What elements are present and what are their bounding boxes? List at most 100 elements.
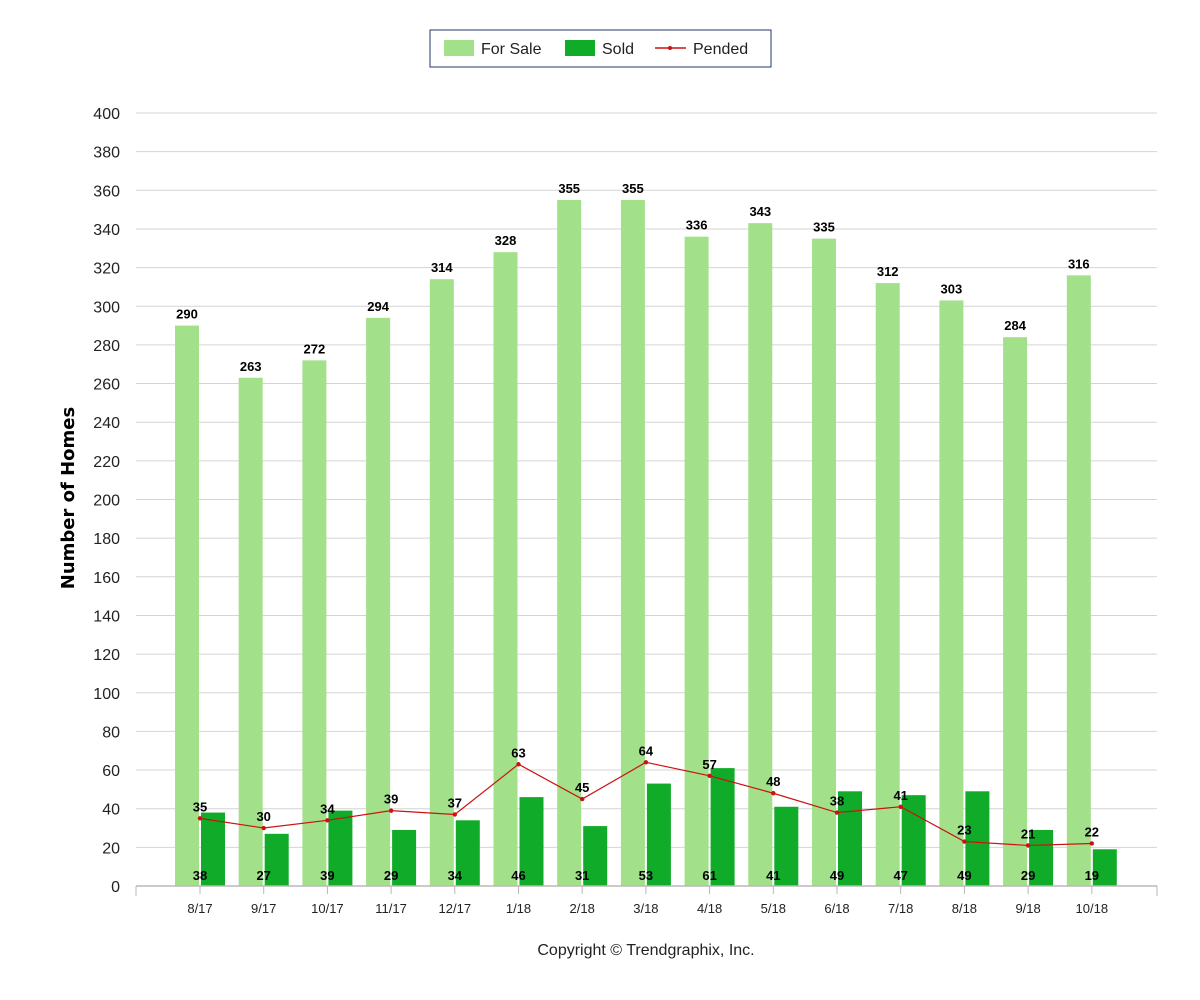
legend-swatch-for-sale [444, 40, 474, 56]
pended-point [643, 760, 649, 765]
bar-sold [519, 797, 544, 886]
bar-for-sale [812, 238, 836, 887]
label-pended: 63 [511, 745, 525, 760]
bar-for-sale [1003, 337, 1028, 886]
y-tick-label: 380 [93, 145, 120, 162]
y-tick-label: 80 [102, 724, 120, 741]
label-sold: 27 [256, 868, 270, 883]
bar-for-sale [429, 279, 454, 886]
pended-point [771, 791, 776, 796]
label-pended: 30 [256, 809, 270, 824]
bar-for-sale [557, 199, 582, 886]
y-tick-label: 300 [93, 299, 120, 316]
bar-for-sale [175, 325, 199, 886]
y-tick-label: 100 [93, 686, 120, 703]
bars [175, 199, 1117, 887]
bar-sold [1092, 849, 1117, 886]
y-tick-label: 240 [93, 415, 120, 432]
y-tick-label: 320 [93, 261, 120, 278]
y-tick-label: 340 [93, 222, 120, 239]
pended-point [1089, 841, 1095, 846]
label-pended: 48 [766, 774, 780, 789]
y-tick-label: 60 [102, 763, 120, 780]
x-tick-label: 11/17 [375, 901, 407, 916]
y-tick-label: 280 [93, 338, 120, 355]
bar-sold [264, 833, 289, 886]
label-pended: 23 [957, 823, 971, 838]
label-sold: 47 [893, 868, 907, 883]
bar-sold [901, 795, 926, 886]
bar-for-sale [366, 317, 391, 887]
pended-point [580, 796, 585, 802]
label-pended: 41 [893, 788, 907, 803]
y-tick-label: 360 [93, 183, 120, 200]
x-tick-label: 3/18 [633, 901, 658, 916]
y-tick-label: 20 [102, 840, 120, 857]
pended-point [516, 762, 521, 767]
bar-for-sale [939, 300, 964, 886]
label-pended: 38 [830, 794, 844, 809]
label-for-sale: 284 [1004, 318, 1026, 333]
x-tick-label: 8/18 [952, 901, 977, 916]
pended-line [197, 760, 1095, 848]
y-tick-label: 0 [111, 879, 120, 896]
x-tick-label: 5/18 [761, 901, 786, 916]
label-for-sale: 335 [813, 220, 835, 235]
y-tick-label: 160 [93, 570, 120, 587]
label-for-sale: 312 [877, 264, 899, 279]
y-tick-label: 140 [93, 608, 120, 625]
y-axis-title: Number of Homes [58, 407, 79, 589]
y-tick-label: 40 [102, 802, 120, 819]
x-tick-label: 7/18 [888, 901, 913, 916]
label-sold: 49 [957, 868, 971, 883]
bar-for-sale [238, 377, 263, 886]
label-sold: 29 [1021, 868, 1035, 883]
x-tick-label: 9/17 [251, 901, 276, 916]
bar-sold [328, 810, 353, 886]
bar-sold [583, 826, 608, 886]
pended-point [325, 818, 330, 823]
label-for-sale: 355 [622, 181, 644, 196]
y-tick-label: 400 [93, 106, 120, 123]
bar-for-sale [493, 252, 518, 886]
legend-swatch-sold [565, 40, 595, 56]
label-pended: 21 [1021, 826, 1035, 841]
legend-label-sold: Sold [602, 41, 634, 58]
bar-for-sale [748, 223, 773, 887]
label-for-sale: 290 [176, 307, 198, 322]
label-for-sale: 336 [686, 218, 708, 233]
data-labels: 290 38 263 27 272 39 294 29 314 34 328 46 355 31 355 53… [176, 181, 1099, 883]
bar-sold [838, 791, 862, 886]
y-tick-label: 180 [93, 531, 120, 548]
label-sold: 34 [448, 868, 463, 883]
x-tick-label: 1/18 [506, 901, 531, 916]
label-sold: 38 [193, 868, 207, 883]
legend-label-pended: Pended [693, 41, 748, 58]
x-axis [135, 885, 1158, 896]
label-pended: 37 [448, 795, 462, 810]
bar-for-sale [1066, 275, 1091, 887]
label-sold: 39 [320, 868, 334, 883]
label-for-sale: 272 [304, 341, 326, 356]
pended-point [707, 773, 712, 779]
label-sold: 53 [639, 868, 653, 883]
label-for-sale: 294 [367, 299, 389, 314]
label-sold: 61 [702, 868, 716, 883]
pended-point [1025, 843, 1031, 848]
label-sold: 49 [830, 868, 844, 883]
bar-for-sale [620, 199, 645, 886]
y-tick-label: 120 [93, 647, 120, 664]
bar-for-sale [684, 236, 709, 886]
label-for-sale: 263 [240, 359, 262, 374]
pended-point [898, 804, 903, 809]
label-for-sale: 343 [749, 204, 771, 219]
label-pended: 22 [1085, 824, 1099, 839]
legend[interactable]: For Sale Sold Pended [429, 29, 772, 68]
y-axis-ticks: 0 20 40 60 80 100 120 140 160 180 200 220 240 260 280 3… [93, 106, 120, 896]
label-pended: 45 [575, 780, 589, 795]
x-tick-label: 4/18 [697, 901, 722, 916]
bar-sold [646, 783, 671, 886]
pended-point [197, 816, 203, 821]
pended-point [261, 825, 266, 831]
y-tick-label: 220 [93, 454, 120, 471]
